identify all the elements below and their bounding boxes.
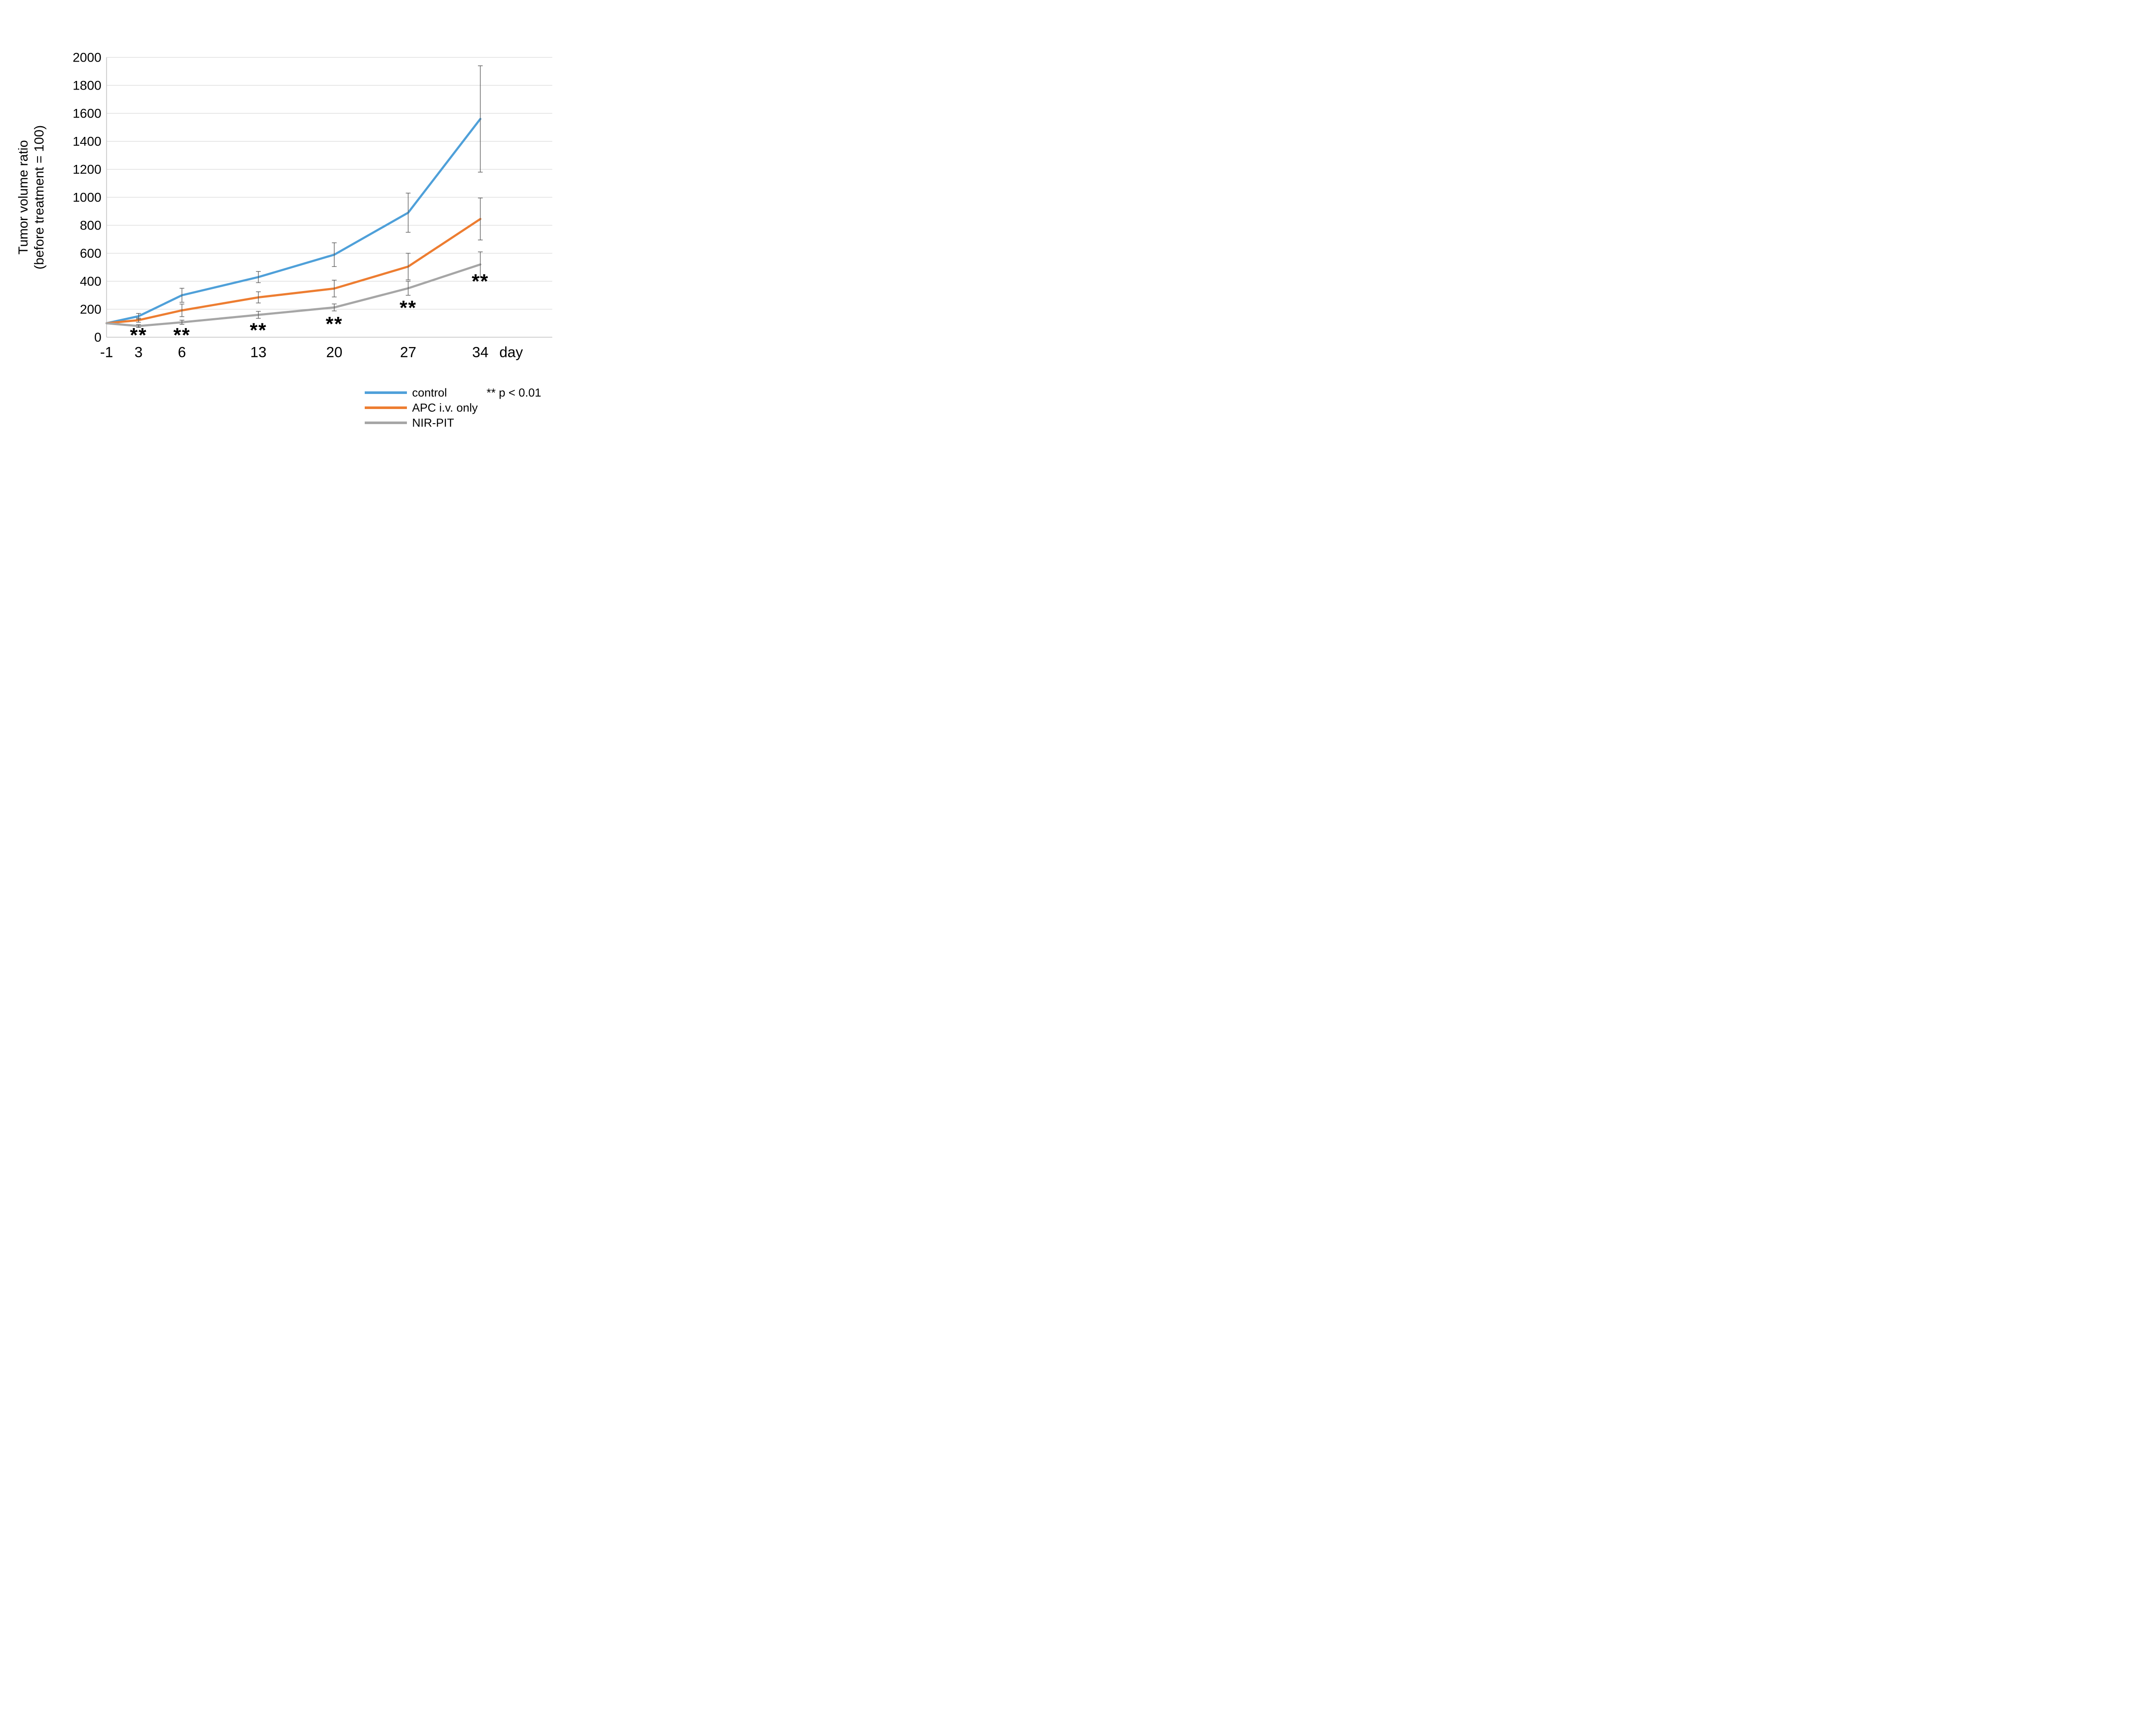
y-tick-label: 1200 — [73, 162, 102, 177]
legend-label: NIR-PIT — [412, 416, 454, 429]
x-tick-label: 34 — [472, 344, 489, 360]
figure: ** ** ** ** ** ** 0 200 400 600 800 1000 1200 1400 16… — [0, 0, 579, 434]
error-bar — [332, 304, 337, 311]
y-tick-label: 1000 — [73, 190, 102, 205]
y-tick-label: 1600 — [73, 106, 102, 121]
y-axis-title-line2: (before treatment = 100) — [31, 125, 47, 270]
error-bar — [256, 291, 261, 304]
error-bar — [136, 324, 141, 328]
x-tick-label: 6 — [178, 344, 186, 360]
error-bar — [332, 242, 337, 267]
significance-asterisks: ** — [472, 270, 489, 292]
y-tick-label: 1800 — [73, 78, 102, 93]
x-tick-label: 3 — [134, 344, 143, 360]
y-tick-label: 600 — [80, 246, 101, 260]
data-series — [105, 118, 481, 327]
error-bar — [332, 279, 337, 298]
chart-canvas: ** ** ** ** ** ** 0 200 400 600 800 1000 1200 1400 16… — [16, 50, 552, 429]
error-bar — [406, 253, 411, 280]
error-bar — [478, 65, 483, 173]
legend: control APC i.v. only NIR-PIT ** p < 0.01 — [365, 386, 541, 429]
legend-item: NIR-PIT — [365, 416, 454, 429]
error-bar — [180, 319, 185, 325]
legend-label: APC i.v. only — [412, 401, 478, 414]
x-tick-label: 27 — [400, 344, 416, 360]
series-line-apc-i-v-only — [105, 218, 481, 325]
y-axis-tick-labels: 0 200 400 600 800 1000 1200 1400 1600 1800 2000 — [73, 50, 102, 344]
legend-label: control — [412, 386, 447, 399]
x-axis-unit-label: day — [499, 344, 523, 360]
y-tick-label: 400 — [80, 274, 101, 288]
y-axis-title: Tumor volume ratio (before treatment = 10… — [16, 125, 47, 270]
significance-marks: ** ** ** ** ** ** — [130, 270, 489, 346]
y-tick-label: 200 — [80, 302, 101, 316]
significance-note: ** p < 0.01 — [487, 386, 541, 399]
significance-asterisks: ** — [326, 313, 343, 335]
y-tick-label: 0 — [94, 330, 102, 344]
error-bar — [406, 281, 411, 296]
x-tick-label: 13 — [250, 344, 267, 360]
significance-asterisks: ** — [250, 319, 267, 341]
gridlines — [106, 57, 552, 338]
y-tick-label: 1400 — [73, 134, 102, 149]
error-bar — [256, 271, 261, 283]
error-bar — [180, 288, 185, 303]
x-axis-tick-labels: -1 3 6 13 20 27 34 day — [100, 344, 523, 360]
series-line-nir-pit — [105, 263, 481, 327]
error-bar — [136, 318, 141, 323]
error-bar — [180, 304, 185, 317]
y-axis-title-line1: Tumor volume ratio — [16, 140, 31, 254]
x-tick-label: 20 — [326, 344, 342, 360]
error-bar — [478, 198, 483, 241]
error-bar — [406, 192, 411, 233]
legend-item: APC i.v. only — [365, 401, 478, 414]
x-tick-label: -1 — [100, 344, 113, 360]
significance-asterisks: ** — [174, 324, 191, 346]
error-bar — [478, 251, 483, 278]
y-tick-label: 2000 — [73, 50, 102, 65]
error-bar — [256, 311, 261, 319]
error-bars — [136, 65, 483, 328]
legend-item: control — [365, 386, 447, 399]
significance-asterisks: ** — [130, 324, 147, 346]
significance-asterisks: ** — [400, 297, 417, 319]
y-tick-label: 800 — [80, 218, 101, 232]
